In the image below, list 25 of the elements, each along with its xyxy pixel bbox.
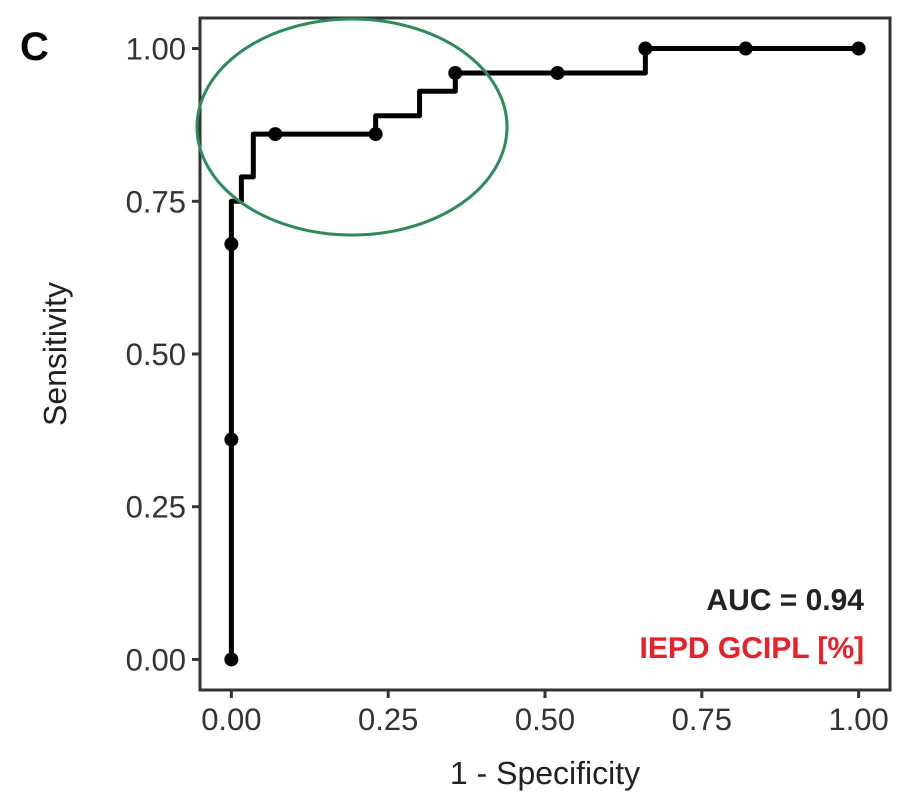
y-tick-label: 0.00 [126, 642, 186, 678]
point [448, 66, 462, 80]
point [368, 127, 383, 142]
x-tick-label: 0.00 [201, 702, 262, 737]
point [738, 42, 753, 56]
point [224, 237, 238, 252]
x-tick-label: 0.75 [672, 702, 732, 737]
annotation: IEPD GCIPL [%] [640, 632, 864, 665]
point [224, 652, 238, 666]
text: C [20, 25, 49, 69]
y-tick-label: 0.50 [126, 337, 186, 372]
point [852, 42, 866, 56]
point [550, 66, 565, 80]
y-tick-label: 1.00 [126, 32, 186, 67]
annotation: AUC = 0.94 [706, 584, 864, 617]
x-axis-title: 1 - Specificity [450, 755, 640, 791]
point [268, 127, 282, 142]
y-tick-label: 0.75 [126, 184, 186, 220]
y-axis-title: Sensitivity [37, 282, 73, 426]
x-tick-label: 0.25 [358, 702, 418, 737]
point [224, 432, 238, 447]
point [638, 42, 652, 56]
x-tick-label: 0.50 [514, 702, 576, 737]
y-tick-label: 0.25 [126, 490, 186, 525]
x-tick-label: 1.00 [828, 702, 889, 737]
